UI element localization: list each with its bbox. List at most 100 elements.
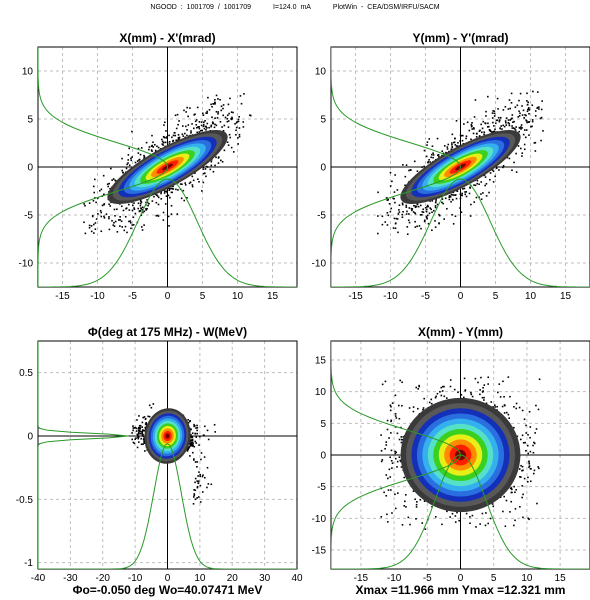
particle-point	[206, 486, 208, 489]
particle-point	[144, 426, 147, 429]
particle-point	[144, 427, 147, 430]
particle-point	[222, 104, 225, 106]
particle-point	[471, 395, 474, 398]
particle-point	[528, 112, 530, 115]
particle-point	[514, 106, 517, 108]
particle-point	[481, 391, 484, 393]
particle-point	[463, 187, 466, 190]
particle-point	[474, 377, 477, 380]
particle-point	[394, 452, 397, 455]
particle-point	[521, 485, 524, 487]
x-tick-label: -20	[96, 573, 111, 584]
particle-point	[470, 391, 472, 394]
particle-point	[134, 161, 137, 164]
particle-point	[157, 146, 160, 149]
particle-point	[493, 110, 496, 113]
particle-point	[194, 440, 197, 443]
particle-point	[471, 514, 474, 517]
particle-point	[403, 505, 406, 507]
particle-point	[398, 417, 401, 420]
particle-point	[476, 132, 478, 135]
particle-point	[161, 138, 163, 141]
particle-point	[494, 128, 496, 131]
particle-point	[532, 90, 534, 93]
particle-point	[235, 129, 237, 132]
particle-point	[511, 114, 514, 116]
particle-point	[508, 99, 511, 101]
particle-point	[412, 410, 415, 413]
particle-point	[510, 102, 513, 104]
particle-point	[135, 430, 138, 432]
particle-point	[400, 466, 403, 468]
particle-point	[205, 129, 207, 131]
particle-point	[215, 94, 218, 97]
particle-point	[438, 213, 440, 216]
y-tick-label: 0	[320, 451, 326, 462]
particle-point	[511, 125, 513, 127]
particle-point	[406, 210, 408, 213]
particle-point	[177, 134, 180, 136]
particle-point	[206, 466, 209, 469]
particle-point	[494, 404, 496, 406]
particle-point	[187, 421, 190, 424]
particle-point	[185, 125, 187, 128]
particle-point	[137, 429, 140, 432]
particle-point	[194, 481, 196, 484]
particle-point	[401, 213, 404, 216]
particle-point	[394, 201, 396, 204]
particle-point	[446, 510, 448, 513]
particle-point	[509, 395, 511, 398]
y-tick-label: -5	[317, 482, 326, 493]
particle-point	[196, 131, 199, 134]
particle-point	[504, 525, 507, 528]
particle-point	[111, 219, 113, 222]
particle-point	[453, 141, 456, 144]
particle-point	[442, 385, 444, 388]
particle-point	[141, 421, 144, 424]
particle-point	[211, 121, 214, 123]
x-tick-label: -15	[55, 291, 70, 302]
particle-point	[519, 112, 521, 115]
particle-point	[157, 203, 160, 206]
particle-point	[484, 122, 486, 124]
particle-point	[196, 426, 199, 429]
particle-point	[380, 434, 382, 436]
current-label: I=124.0 mA	[272, 4, 311, 11]
particle-point	[172, 134, 175, 137]
particle-point	[482, 386, 484, 389]
particle-point	[503, 395, 505, 398]
particle-point	[424, 528, 427, 530]
particle-point	[447, 143, 450, 146]
particle-point	[450, 200, 452, 203]
particle-point	[390, 207, 393, 210]
particle-point	[187, 418, 189, 421]
particle-point	[242, 121, 245, 123]
particle-point	[97, 197, 99, 199]
particle-point	[196, 497, 198, 499]
particle-point	[168, 143, 171, 145]
particle-point	[512, 127, 515, 129]
particle-point	[184, 132, 186, 135]
particle-point	[443, 395, 446, 398]
particle-point	[132, 224, 135, 226]
particle-point	[396, 460, 399, 463]
particle-point	[168, 134, 170, 137]
particle-point	[134, 426, 137, 429]
particle-point	[202, 434, 205, 436]
particle-point	[416, 170, 419, 172]
particle-point	[161, 140, 164, 143]
particle-point	[193, 458, 195, 460]
particle-point	[227, 144, 230, 146]
particle-point	[526, 121, 528, 124]
particle-point	[430, 153, 433, 156]
particle-point	[482, 120, 485, 123]
particle-point	[163, 124, 165, 126]
particle-point	[436, 137, 439, 140]
particle-point	[451, 143, 453, 146]
particle-point	[514, 491, 516, 494]
particle-point	[456, 190, 459, 192]
particle-point	[414, 206, 417, 209]
particle-point	[542, 130, 544, 132]
particle-point	[155, 201, 158, 204]
particle-point	[229, 97, 231, 100]
